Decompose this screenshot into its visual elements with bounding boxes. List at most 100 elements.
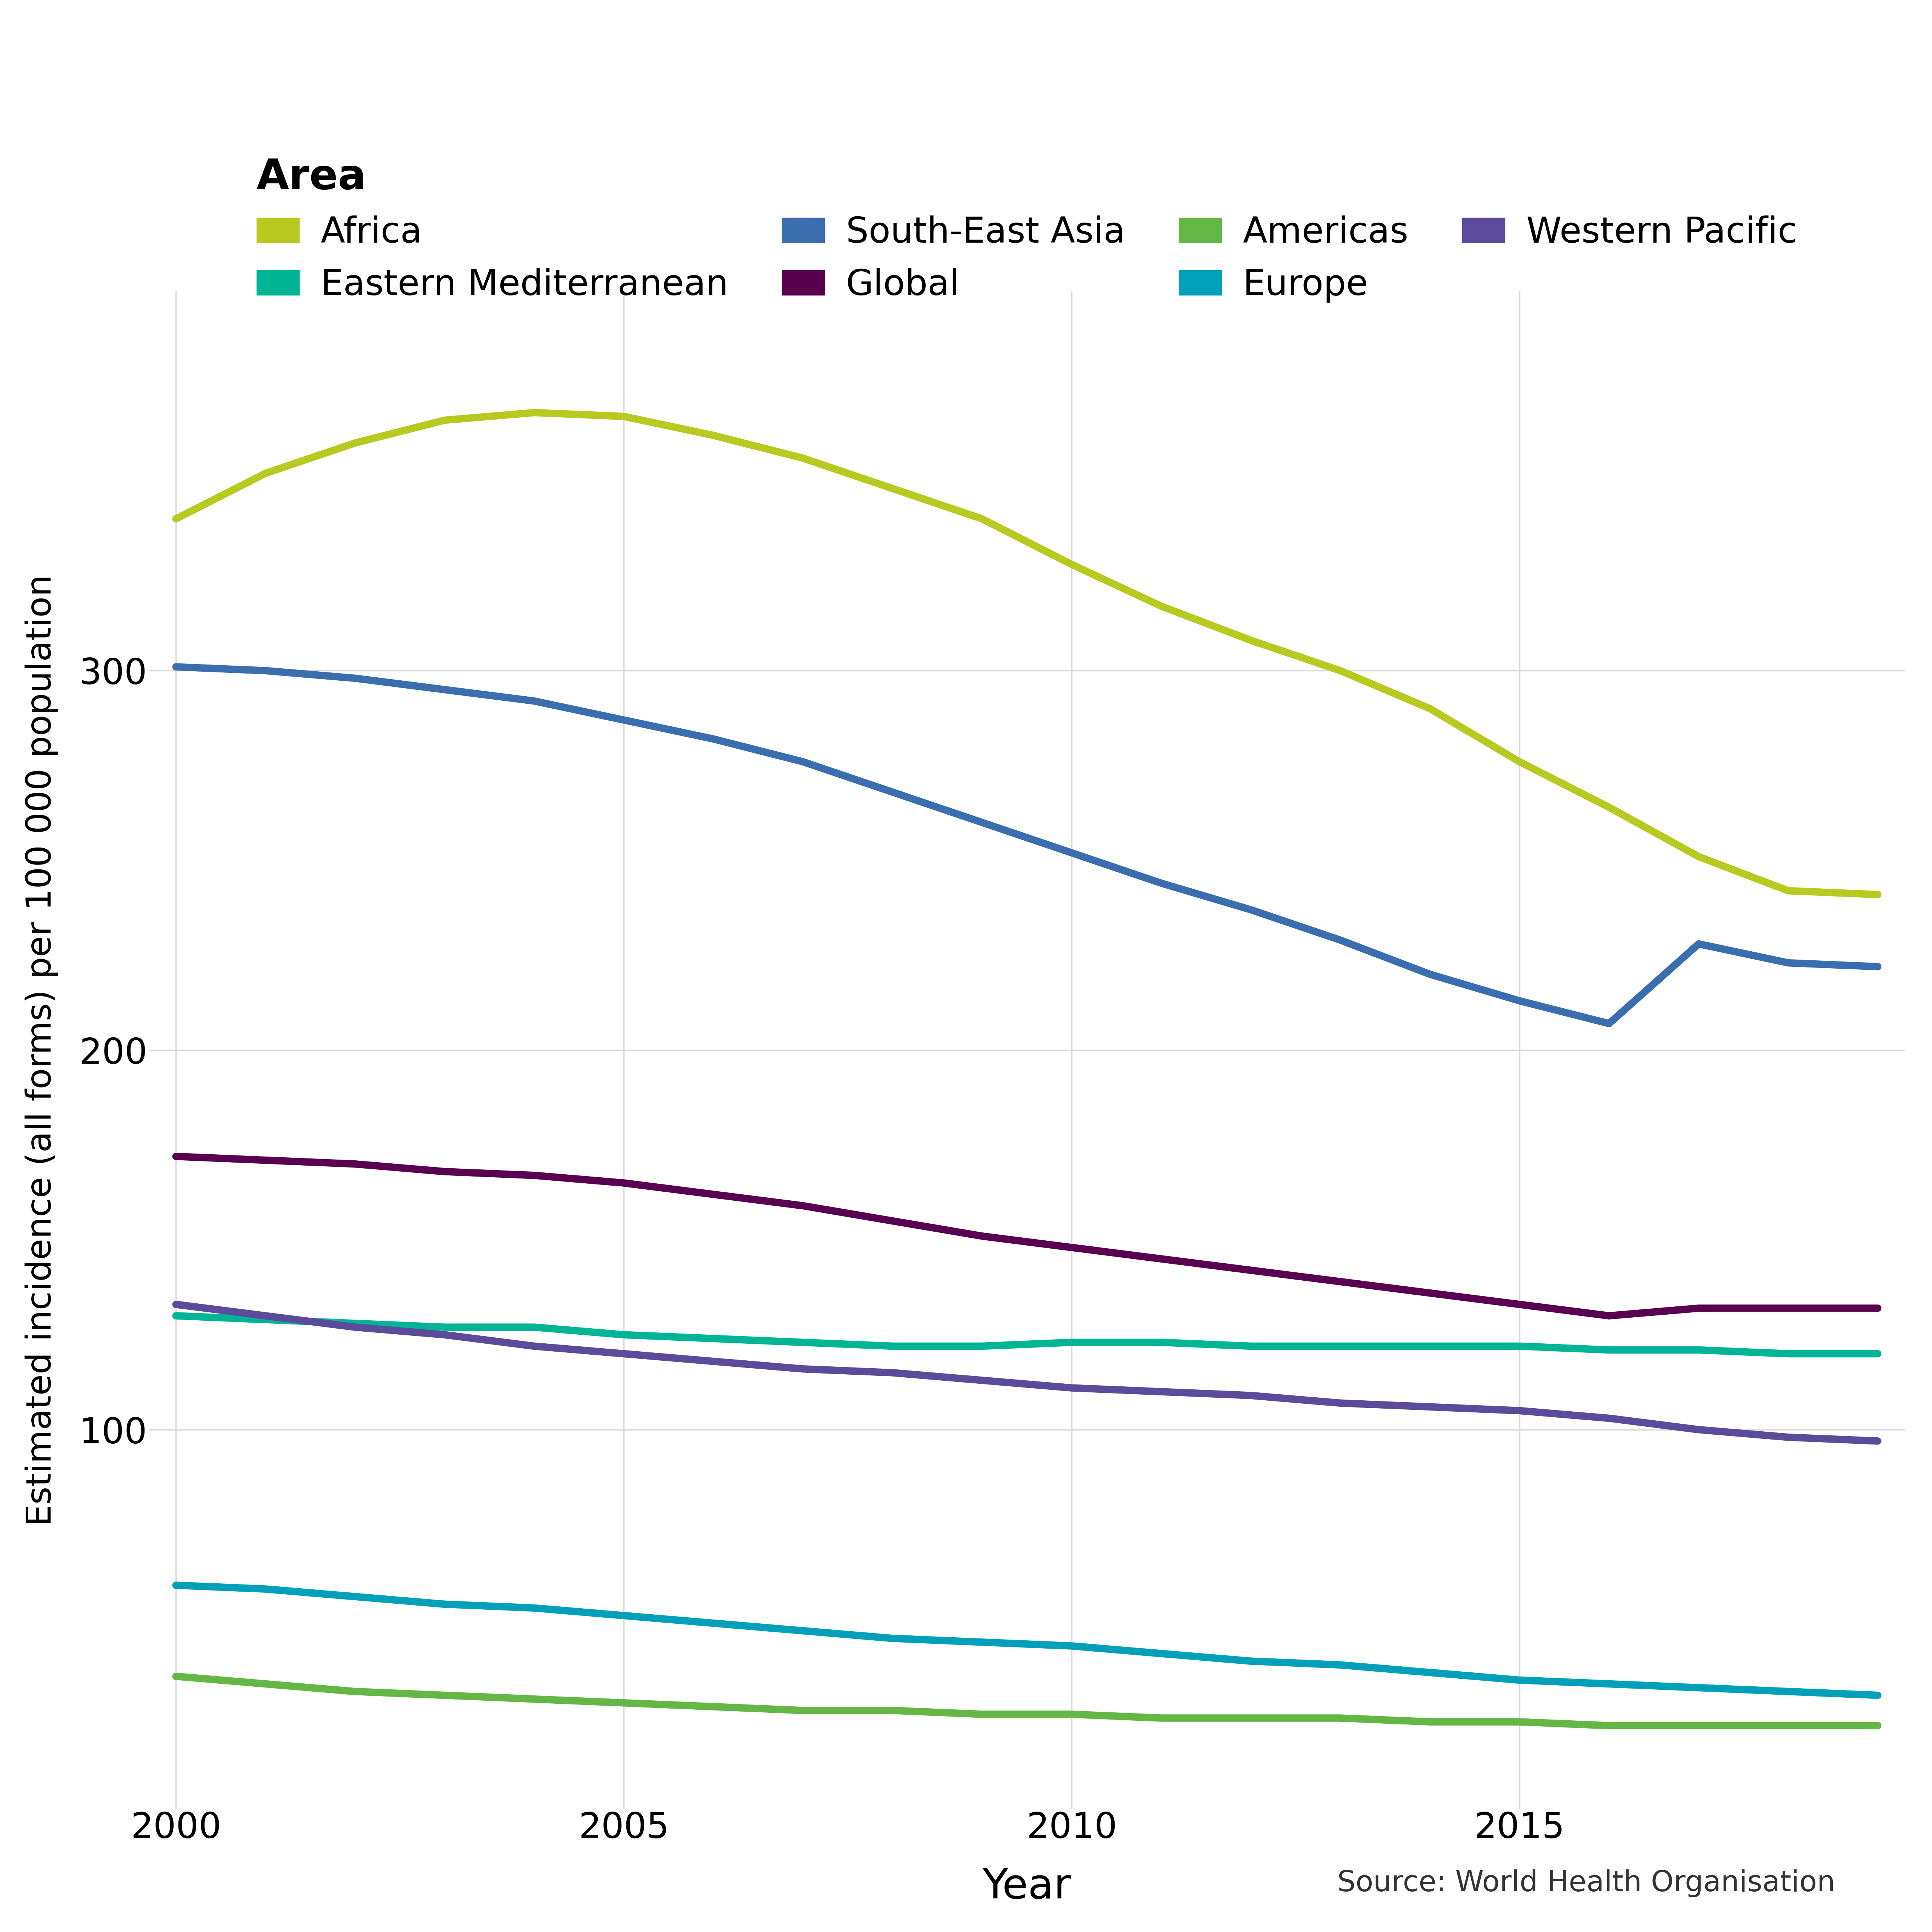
Western Pacific — [1238, 1383, 1262, 1406]
Europe — [1687, 1677, 1710, 1700]
Americas — [1777, 1714, 1801, 1737]
South-East Asia — [1061, 840, 1084, 864]
Line: Europe: Europe — [176, 1586, 1878, 1694]
Eastern Mediterranean — [792, 1331, 815, 1354]
South-East Asia — [433, 678, 456, 701]
Africa — [1238, 628, 1262, 651]
Global — [433, 1159, 456, 1182]
South-East Asia — [1329, 929, 1352, 952]
Americas — [1238, 1706, 1262, 1729]
Africa — [1598, 796, 1621, 819]
Western Pacific — [253, 1304, 276, 1327]
South-East Asia — [612, 709, 636, 732]
Western Pacific — [1061, 1376, 1084, 1399]
Africa — [701, 423, 724, 446]
Global — [1150, 1248, 1173, 1271]
Africa — [344, 431, 367, 454]
Africa — [792, 446, 815, 469]
Europe — [1777, 1681, 1801, 1704]
Eastern Mediterranean — [344, 1312, 367, 1335]
South-East Asia — [792, 750, 815, 773]
Americas — [701, 1694, 724, 1718]
Africa — [1777, 879, 1801, 902]
Y-axis label: Estimated incidence (all forms) per 100 000 population: Estimated incidence (all forms) per 100 … — [25, 574, 58, 1526]
Line: Africa: Africa — [176, 413, 1878, 895]
Africa — [433, 408, 456, 431]
South-East Asia — [524, 690, 547, 713]
X-axis label: Year: Year — [983, 1866, 1070, 1907]
Global — [344, 1151, 367, 1175]
Western Pacific — [1777, 1426, 1801, 1449]
Global — [1687, 1296, 1710, 1320]
Eastern Mediterranean — [1507, 1335, 1530, 1358]
South-East Asia — [881, 781, 904, 804]
Western Pacific — [970, 1368, 993, 1391]
Western Pacific — [1329, 1391, 1352, 1414]
Line: South-East Asia: South-East Asia — [176, 667, 1878, 1024]
Eastern Mediterranean — [612, 1323, 636, 1347]
South-East Asia — [1418, 962, 1441, 985]
Global — [164, 1146, 187, 1169]
Global — [253, 1150, 276, 1173]
Americas — [881, 1698, 904, 1721]
South-East Asia — [1866, 954, 1889, 978]
Global — [1061, 1236, 1084, 1260]
Global — [970, 1225, 993, 1248]
Western Pacific — [612, 1343, 636, 1366]
South-East Asia — [1777, 951, 1801, 974]
Americas — [1329, 1706, 1352, 1729]
Eastern Mediterranean — [701, 1327, 724, 1350]
Africa — [970, 508, 993, 531]
Eastern Mediterranean — [970, 1335, 993, 1358]
Eastern Mediterranean — [1687, 1339, 1710, 1362]
Africa — [1061, 553, 1084, 576]
Global — [1777, 1296, 1801, 1320]
Europe — [701, 1611, 724, 1634]
Eastern Mediterranean — [1598, 1339, 1621, 1362]
Western Pacific — [1150, 1379, 1173, 1403]
Global — [1329, 1269, 1352, 1293]
Africa — [881, 477, 904, 500]
Africa — [1329, 659, 1352, 682]
Americas — [1598, 1714, 1621, 1737]
South-East Asia — [1150, 871, 1173, 895]
Line: Global: Global — [176, 1157, 1878, 1316]
Western Pacific — [1507, 1399, 1530, 1422]
Europe — [881, 1627, 904, 1650]
Europe — [1061, 1634, 1084, 1658]
Western Pacific — [1418, 1395, 1441, 1418]
Global — [524, 1163, 547, 1186]
Africa — [612, 406, 636, 429]
Europe — [792, 1619, 815, 1642]
Americas — [1866, 1714, 1889, 1737]
Americas — [612, 1690, 636, 1714]
Europe — [1418, 1662, 1441, 1685]
Africa — [253, 462, 276, 485]
Western Pacific — [344, 1316, 367, 1339]
South-East Asia — [701, 726, 724, 750]
Americas — [1507, 1710, 1530, 1733]
Eastern Mediterranean — [253, 1308, 276, 1331]
Africa — [1418, 697, 1441, 721]
Eastern Mediterranean — [1418, 1335, 1441, 1358]
South-East Asia — [344, 667, 367, 690]
Africa — [1150, 595, 1173, 618]
Global — [792, 1194, 815, 1217]
Eastern Mediterranean — [164, 1304, 187, 1327]
Text: Source: World Health Organisation: Source: World Health Organisation — [1337, 1870, 1835, 1897]
Africa — [1687, 844, 1710, 867]
Line: Western Pacific: Western Pacific — [176, 1304, 1878, 1441]
Eastern Mediterranean — [1150, 1331, 1173, 1354]
Global — [1507, 1293, 1530, 1316]
Europe — [1866, 1683, 1889, 1706]
Europe — [524, 1596, 547, 1619]
Eastern Mediterranean — [524, 1316, 547, 1339]
Western Pacific — [1598, 1406, 1621, 1430]
Africa — [164, 508, 187, 531]
Europe — [970, 1631, 993, 1654]
Eastern Mediterranean — [1777, 1343, 1801, 1366]
South-East Asia — [1507, 989, 1530, 1012]
Eastern Mediterranean — [1866, 1343, 1889, 1366]
Americas — [433, 1683, 456, 1706]
Europe — [433, 1592, 456, 1615]
